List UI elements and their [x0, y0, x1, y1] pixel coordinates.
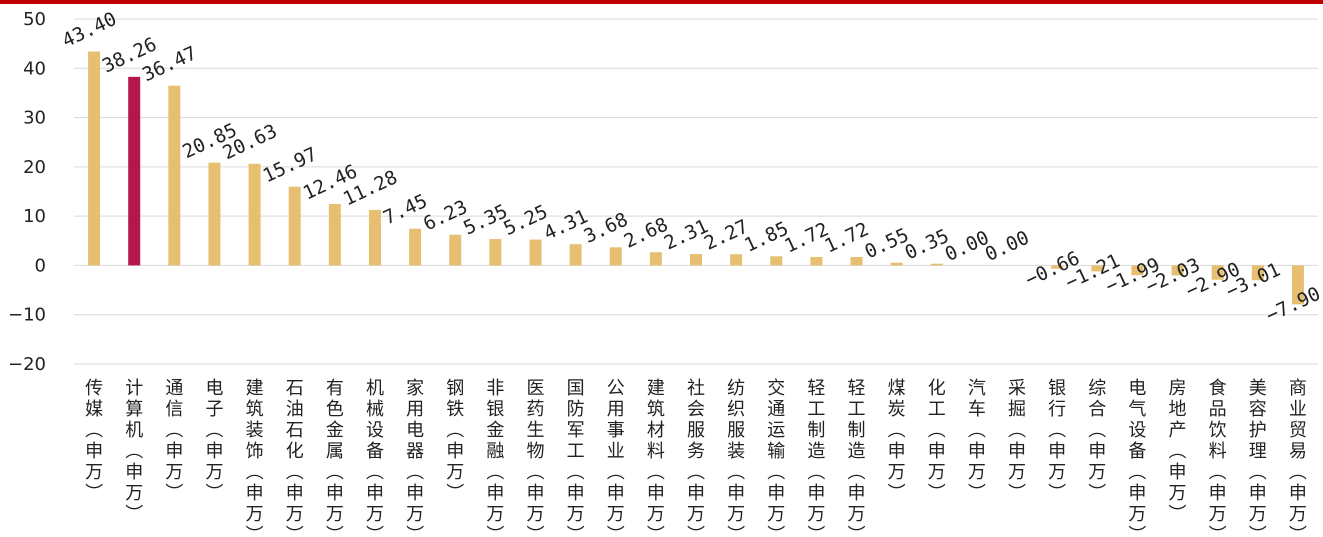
category-label: 建筑装饰︵申万︶ [246, 378, 264, 537]
bar [730, 254, 743, 266]
bar [1091, 265, 1104, 272]
y-tick-label: 0 [35, 255, 46, 276]
bar [489, 239, 502, 266]
category-label: 化工︵申万︶ [928, 378, 946, 504]
data-label: 6.23 [420, 196, 471, 235]
y-tick-label: 40 [23, 58, 46, 79]
category-label: 纺织服装︵申万︶ [727, 378, 745, 537]
bar [288, 186, 301, 266]
bar [609, 247, 622, 266]
y-tick-label: 20 [23, 157, 46, 178]
data-label: 3.68 [581, 209, 632, 248]
bar [810, 256, 823, 266]
y-tick-label: 30 [23, 108, 46, 129]
category-label: 电子︵申万︶ [205, 378, 223, 504]
gridlines [74, 18, 1318, 365]
bar [1211, 265, 1224, 280]
category-label: 电气设备︵申万︶ [1128, 378, 1146, 537]
data-label: 4.31 [540, 205, 591, 244]
bar [529, 239, 542, 266]
bar [1131, 265, 1144, 276]
bar [168, 85, 181, 266]
bar [88, 51, 101, 266]
category-label: 煤炭︵申万︶ [888, 378, 906, 504]
bars [88, 51, 1304, 305]
category-label: 建筑材料︵申万︶ [647, 378, 665, 537]
category-label: 食品饮料︵申万︶ [1209, 378, 1227, 537]
bar [208, 162, 221, 266]
category-label: 通信︵申万︶ [165, 378, 183, 504]
bar [690, 254, 702, 266]
bar [248, 163, 261, 266]
bar [770, 256, 783, 266]
category-label: 传媒︵申万︶ [85, 378, 103, 504]
bar [1251, 265, 1264, 281]
bar [569, 244, 582, 266]
top-border [0, 0, 1323, 4]
y-tick-label: −20 [8, 354, 46, 375]
bar [890, 262, 903, 266]
bar [930, 263, 943, 266]
category-label: 机械设备︵申万︶ [366, 378, 384, 537]
category-label: 轻工制造︵申万︶ [807, 378, 825, 537]
bar [1051, 265, 1064, 269]
bar [128, 76, 141, 266]
category-label: 国防军工︵申万︶ [567, 378, 585, 537]
category-label: 轻工制造︵申万︶ [848, 378, 866, 537]
data-labels: 43.4038.2636.4720.8520.6315.9712.4611.28… [59, 8, 1323, 327]
category-label: 采掘︵申万︶ [1008, 378, 1026, 504]
bar [850, 256, 863, 266]
bar [1171, 265, 1184, 276]
category-label: 房地产︵申万︶ [1169, 378, 1187, 525]
bar [328, 204, 341, 266]
bar [449, 234, 462, 266]
y-axis-ticks: 50 40 30 20 10 0 −10 −20 [8, 9, 46, 375]
data-label: 0.00 [982, 227, 1033, 266]
category-label: 非银金融︵申万︶ [486, 378, 504, 537]
bar [649, 252, 662, 266]
category-label: 美容护理︵申万︶ [1249, 378, 1267, 537]
category-label: 钢铁︵申万︶ [446, 378, 464, 504]
category-label: 石油石化︵申万︶ [286, 378, 304, 537]
bar [368, 209, 381, 266]
bar [1291, 265, 1304, 305]
y-tick-label: 10 [23, 206, 46, 227]
category-label: 社会服务︵申万︶ [687, 378, 705, 537]
category-label: 公用事业︵申万︶ [607, 378, 625, 537]
category-label: 交通运输︵申万︶ [767, 378, 785, 537]
category-label: 有色金属︵申万︶ [326, 378, 344, 537]
bar [409, 228, 422, 266]
category-label: 计算机︵申万︶ [125, 378, 143, 525]
data-label: 5.25 [500, 201, 551, 240]
category-label: 医药生物︵申万︶ [526, 378, 544, 537]
y-tick-label: −10 [8, 305, 46, 326]
category-label: 综合︵申万︶ [1088, 378, 1106, 504]
category-label: 汽车︵申万︶ [968, 378, 986, 504]
category-label: 商业贸易︵申万︶ [1289, 378, 1307, 537]
data-label: 43.40 [59, 8, 120, 52]
category-label: 家用电器︵申万︶ [406, 378, 424, 537]
category-label: 银行︵申万︶ [1048, 378, 1066, 504]
y-tick-label: 50 [23, 9, 46, 30]
category-labels: 传媒︵申万︶ 计算机︵申万︶ 通信︵申万︶ 电子︵申万︶ 建筑装饰︵申万︶ 石油石化︵申万… [85, 378, 1307, 537]
